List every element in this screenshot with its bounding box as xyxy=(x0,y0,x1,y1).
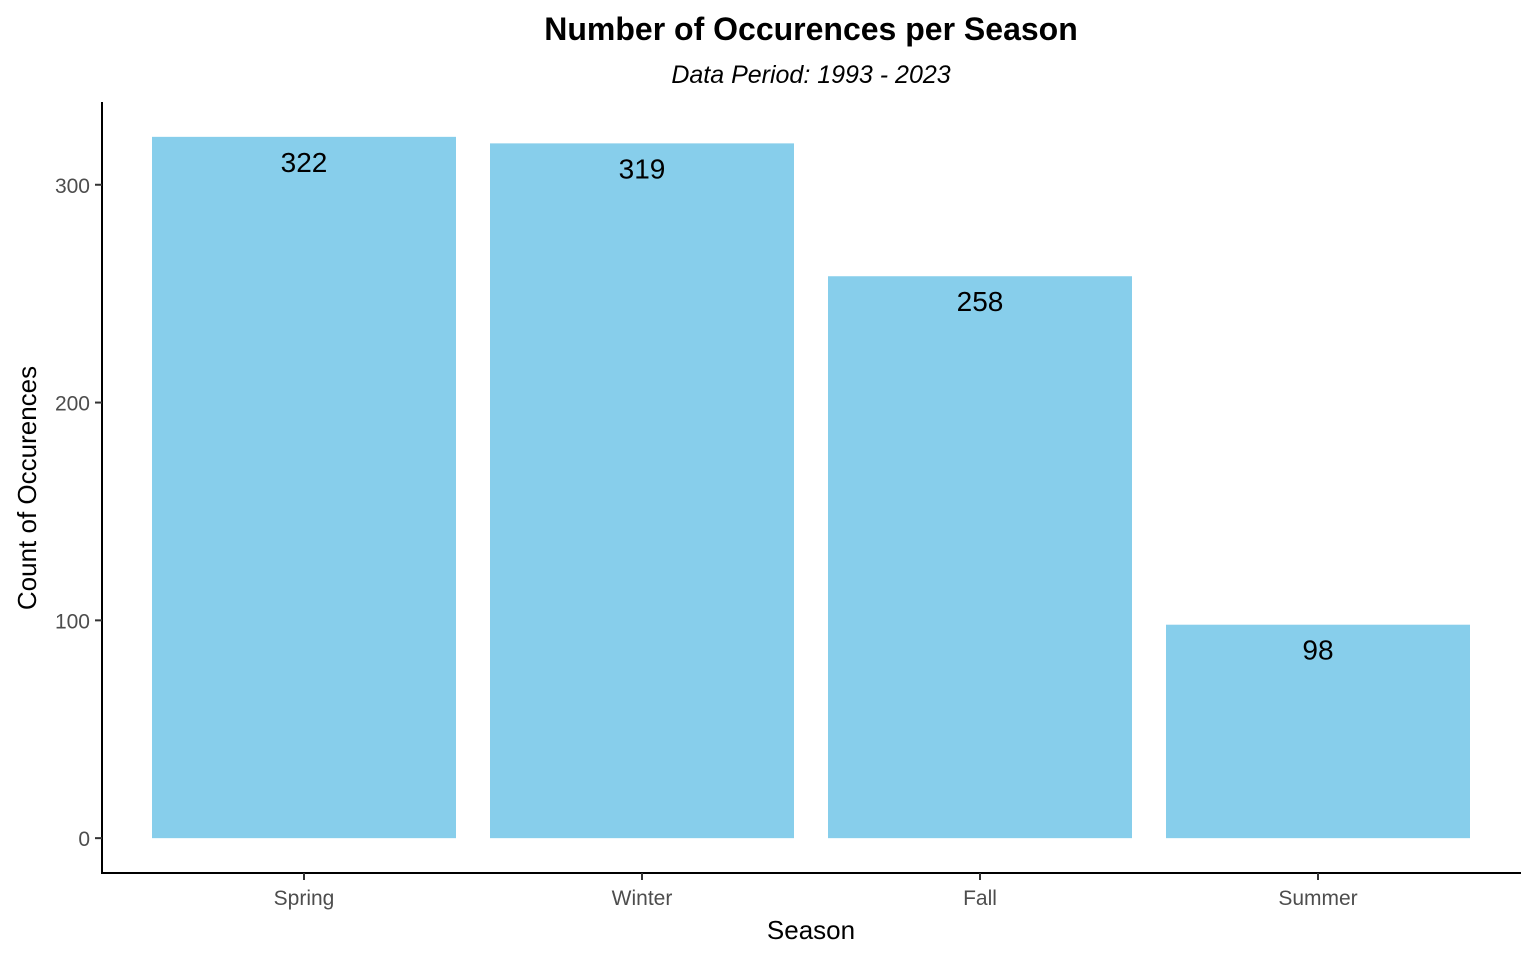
data-label-summer: 98 xyxy=(1302,635,1333,666)
data-label-winter: 319 xyxy=(619,153,666,184)
x-tick-label-fall: Fall xyxy=(963,887,997,910)
chart-title: Number of Occurences per Season xyxy=(544,11,1078,47)
bar-summer xyxy=(1166,624,1470,839)
y-axis-ticks: 0 100 200 300 xyxy=(55,175,102,851)
bar-spring xyxy=(152,136,456,839)
data-label-fall: 258 xyxy=(957,286,1004,317)
x-tick-label-summer: Summer xyxy=(1278,887,1357,910)
x-axis-title: Season xyxy=(767,915,855,945)
y-tick-label: 200 xyxy=(55,393,90,416)
bar-fall xyxy=(828,276,1132,839)
bar-winter xyxy=(490,143,794,839)
data-label-spring: 322 xyxy=(281,147,328,178)
chart-subtitle: Data Period: 1993 - 2023 xyxy=(671,61,950,89)
x-tick-label-spring: Spring xyxy=(274,887,335,910)
x-axis-ticks: Spring Winter Fall Summer xyxy=(274,873,1358,910)
x-tick-label-winter: Winter xyxy=(612,887,673,910)
data-labels-layer: 322 319 258 98 xyxy=(281,147,1334,666)
y-axis-title: Count of Occurences xyxy=(12,366,42,610)
y-tick-label: 0 xyxy=(78,828,90,851)
bars-layer xyxy=(152,136,1470,839)
y-tick-label: 300 xyxy=(55,175,90,198)
y-tick-label: 100 xyxy=(55,610,90,633)
